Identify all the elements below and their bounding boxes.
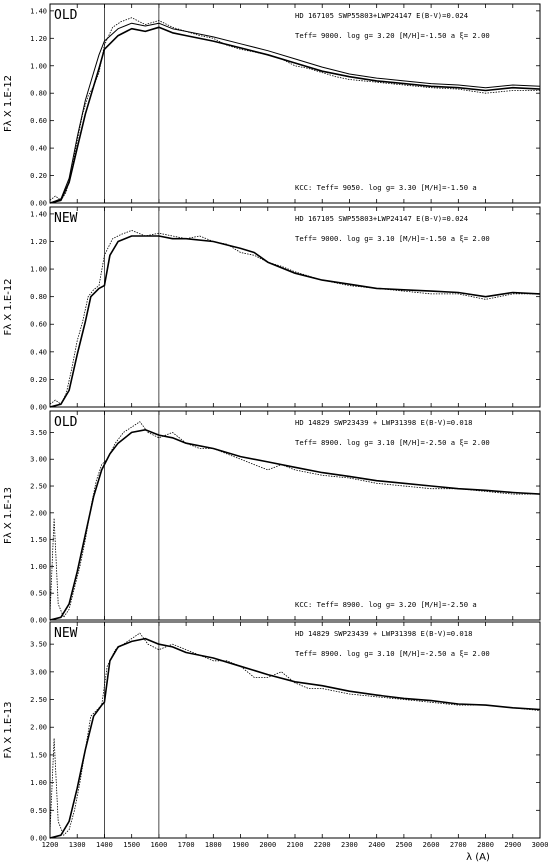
observed-spectrum-line xyxy=(49,17,540,201)
y-axis-label: Fλ X 1.E-12 xyxy=(3,75,14,132)
y-tick-label: 1.00 xyxy=(30,563,47,571)
panel-tag: NEW xyxy=(54,211,78,226)
y-tick-label: 1.20 xyxy=(30,35,47,43)
x-tick-label: 1600 xyxy=(150,841,167,849)
x-tick-label: 2900 xyxy=(504,841,521,849)
y-tick-label: 1.50 xyxy=(30,536,47,544)
y-tick-label: 0.50 xyxy=(30,590,47,598)
y-tick-label: 0.60 xyxy=(30,117,47,125)
y-tick-label: 2.50 xyxy=(30,696,47,704)
y-tick-label: 2.00 xyxy=(30,724,47,732)
x-axis-label: λ (A) xyxy=(466,852,490,863)
y-axis-label: Fλ X 1.E-12 xyxy=(3,278,14,335)
model-spectrum-line xyxy=(49,637,541,839)
x-tick-label: 2300 xyxy=(341,841,358,849)
model-spectrum-line xyxy=(49,428,541,621)
spectrum-panel-1: 0.00 0.20 0.40 0.60 0.80 1.00 1.20 1.40 OLD HD 16… xyxy=(3,3,541,208)
y-tick-label: 0.80 xyxy=(30,90,47,98)
y-tick-label: 0.20 xyxy=(30,376,47,384)
x-tick-label: 1800 xyxy=(205,841,222,849)
x-tick-label: 2700 xyxy=(450,841,467,849)
x-tick-label: 2500 xyxy=(395,841,412,849)
spectrum-panel-3: 0.00 0.50 1.00 1.50 2.00 2.50 3.00 3.50 OLD HD 14… xyxy=(3,410,541,625)
x-tick-label: 3000 xyxy=(532,841,549,849)
y-tick-label: 0.00 xyxy=(30,200,47,208)
y-tick-label: 3.00 xyxy=(30,668,47,676)
y-axis-label: Fλ X 1.E-13 xyxy=(3,487,14,544)
kcc-annotation: KCC: Teff= 8900. log g= 3.20 [M/H]=-2.50… xyxy=(295,600,477,609)
panel-tag: OLD xyxy=(54,415,78,430)
y-axis-label: Fλ X 1.E-13 xyxy=(3,701,14,758)
x-tick-label: 2800 xyxy=(477,841,494,849)
model-spectrum-line xyxy=(49,22,541,204)
y-tick-label: 0.40 xyxy=(30,145,47,153)
model-params-annotation: Teff= 9000. log g= 3.10 [M/H]=-1.50 a ξ=… xyxy=(295,234,490,243)
kcc-annotation: KCC: Teff= 9050. log g= 3.30 [M/H]=-1.50… xyxy=(295,183,477,192)
x-tick-label: 1200 xyxy=(42,841,59,849)
x-tick-label: 2100 xyxy=(287,841,304,849)
observed-spectrum-line xyxy=(49,421,540,618)
observed-spectrum-line xyxy=(49,632,541,836)
x-tick-label: 2400 xyxy=(368,841,385,849)
model-params-annotation: Teff= 8900. log g= 3.10 [M/H]=-2.50 a ξ=… xyxy=(295,649,490,658)
y-tick-label: 2.00 xyxy=(30,509,47,517)
x-tick-label: 2000 xyxy=(259,841,276,849)
y-tick-label: 3.50 xyxy=(30,429,47,437)
panel-tag: NEW xyxy=(54,626,78,641)
model-params-annotation: Teff= 8900. log g= 3.10 [M/H]=-2.50 a ξ=… xyxy=(295,438,490,447)
x-tick-label: 1900 xyxy=(232,841,249,849)
y-tick-label: 1.20 xyxy=(30,238,47,246)
y-tick-label: 1.00 xyxy=(30,779,47,787)
y-tick-label: 2.50 xyxy=(30,483,47,491)
star-id-annotation: HD 14829 SWP23439 + LWP31398 E(B-V)=0.01… xyxy=(295,418,472,427)
y-tick-label: 1.40 xyxy=(30,210,47,218)
x-tick-label: 1300 xyxy=(69,841,86,849)
y-tick-label: 3.00 xyxy=(30,456,47,464)
x-tick-label: 1700 xyxy=(178,841,195,849)
y-tick-label: 0.00 xyxy=(30,835,47,843)
panel-tag: OLD xyxy=(54,8,78,23)
model-params-annotation: Teff= 9000. log g= 3.20 [M/H]=-1.50 a ξ=… xyxy=(295,31,490,40)
spectra-panels: 0.00 0.20 0.40 0.60 0.80 1.00 1.20 1.40 OLD HD 16… xyxy=(3,3,549,849)
y-tick-label: 0.40 xyxy=(30,348,47,356)
spectrum-panel-4: 0.00 0.50 1.00 1.50 2.00 2.50 3.00 3.50 NEW HD 14… xyxy=(3,621,541,843)
y-tick-label: 0.00 xyxy=(30,617,47,625)
y-tick-label: 1.40 xyxy=(30,7,47,15)
star-id-annotation: HD 167105 SWP55803+LWP24147 E(B-V)=0.024 xyxy=(295,11,468,20)
x-tick-label: 2600 xyxy=(423,841,440,849)
star-id-annotation: HD 167105 SWP55803+LWP24147 E(B-V)=0.024 xyxy=(295,214,468,223)
spectrum-panel-2: 0.00 0.20 0.40 0.60 0.80 1.00 1.20 1.40 NEW HD 16… xyxy=(3,206,541,412)
y-tick-label: 1.00 xyxy=(30,62,47,70)
y-tick-label: 0.60 xyxy=(30,321,47,329)
x-tick-label: 1400 xyxy=(96,841,113,849)
observed-spectrum-line xyxy=(49,229,540,405)
x-tick-label: 2200 xyxy=(314,841,331,849)
y-tick-label: 0.50 xyxy=(30,807,47,815)
y-tick-label: 3.50 xyxy=(30,641,47,649)
y-tick-label: 0.00 xyxy=(30,404,47,412)
y-tick-label: 0.80 xyxy=(30,293,47,301)
x-tick-label: 1500 xyxy=(123,841,140,849)
y-tick-label: 0.20 xyxy=(30,172,47,180)
y-tick-label: 1.00 xyxy=(30,266,47,274)
star-id-annotation: HD 14829 SWP23439 + LWP31398 E(B-V)=0.01… xyxy=(295,629,472,638)
y-tick-label: 1.50 xyxy=(30,751,47,759)
model-spectrum-line xyxy=(49,26,541,204)
model-spectrum-line xyxy=(49,235,541,408)
